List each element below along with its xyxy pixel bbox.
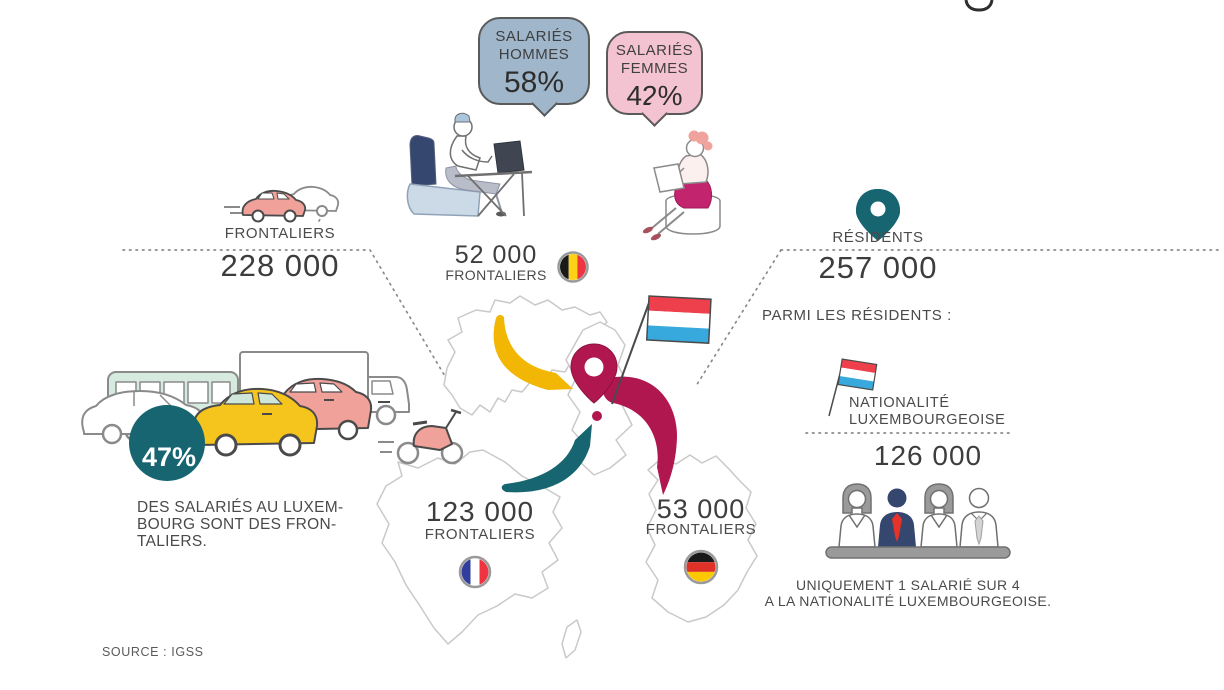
france-map-outline bbox=[376, 449, 563, 645]
women-label-line1: SALARIÉS bbox=[615, 42, 694, 59]
germany-map-outline bbox=[645, 454, 758, 623]
man-highlighted-icon bbox=[878, 488, 916, 547]
belgium-label: FRONTALIERS bbox=[445, 267, 547, 283]
luxembourg-location-pin-icon bbox=[570, 295, 712, 421]
woman-icon bbox=[920, 483, 958, 548]
germany-flag-icon bbox=[683, 549, 719, 585]
corsica-map-outline bbox=[561, 619, 582, 659]
men-label-line2: HOMMES bbox=[498, 46, 570, 63]
men-label-line1: SALARIÉS bbox=[495, 28, 573, 45]
frontaliers-value: 228 000 bbox=[220, 248, 340, 283]
arrow-from-belgium bbox=[493, 314, 573, 390]
traffic-illustration: 47% bbox=[81, 351, 464, 481]
frontaliers-label: FRONTALIERS bbox=[224, 225, 336, 242]
france-label: FRONTALIERS bbox=[424, 526, 536, 543]
share-description-line3: TALIERS. bbox=[137, 533, 208, 550]
nationality-label-line1: NATIONALITÉ bbox=[849, 395, 950, 411]
yellow-car-icon bbox=[192, 387, 319, 457]
france-value: 123 000 bbox=[425, 496, 535, 527]
residents-among-label: PARMI LES RÉSIDENTS : bbox=[762, 307, 952, 324]
men-value: 58% bbox=[503, 66, 565, 99]
man-at-laptop-illustration bbox=[406, 112, 533, 217]
desk-bar bbox=[825, 546, 1011, 559]
luxembourg-flag-small-icon bbox=[828, 358, 878, 417]
man-outline-icon bbox=[959, 487, 999, 548]
residents-value: 257 000 bbox=[818, 250, 938, 285]
commuter-cars-icon bbox=[224, 185, 340, 223]
arrow-from-germany bbox=[602, 376, 677, 495]
arrow-from-france bbox=[501, 424, 592, 493]
gender-bubble-men: SALARIÉS HOMMES 58% bbox=[478, 17, 590, 117]
residents-pin-icon bbox=[856, 189, 900, 241]
residents-people-icons bbox=[825, 483, 1011, 559]
nationality-value: 126 000 bbox=[873, 440, 983, 471]
belgium-flag-icon bbox=[557, 251, 589, 283]
woman-icon bbox=[838, 483, 876, 548]
residents-label: RÉSIDENTS bbox=[832, 229, 924, 246]
germany-value: 53 000 bbox=[656, 494, 746, 524]
nationality-label-line2: LUXEMBOURGEOISE bbox=[849, 412, 1006, 428]
frontaliers-share-badge: 47% bbox=[129, 405, 205, 481]
frontaliers-share-value: 47% bbox=[142, 442, 196, 472]
gender-bubble-women: SALARIÉS FEMMES 42% bbox=[606, 31, 703, 127]
nationality-note-line1: UNIQUEMENT 1 SALARIÉ SUR 4 bbox=[795, 577, 1021, 593]
luxembourg-flag bbox=[645, 295, 712, 344]
woman-at-laptop-illustration bbox=[642, 130, 721, 241]
belgium-value: 52 000 bbox=[454, 241, 538, 269]
share-description-line1: DES SALARIÉS AU LUXEM- bbox=[137, 499, 344, 516]
france-flag-icon bbox=[458, 555, 492, 589]
share-description-line2: BOURG SONT DES FRON- bbox=[137, 516, 337, 533]
scooter-icon bbox=[378, 408, 464, 465]
nationality-note-line2: A LA NATIONALITÉ LUXEMBOURGEOISE. bbox=[764, 593, 1052, 609]
women-label-line2: FEMMES bbox=[620, 60, 689, 77]
cropped-title-fragment bbox=[964, 0, 994, 12]
source-note: SOURCE : IGSS bbox=[102, 645, 204, 659]
germany-label: FRONTALIERS bbox=[645, 521, 757, 538]
